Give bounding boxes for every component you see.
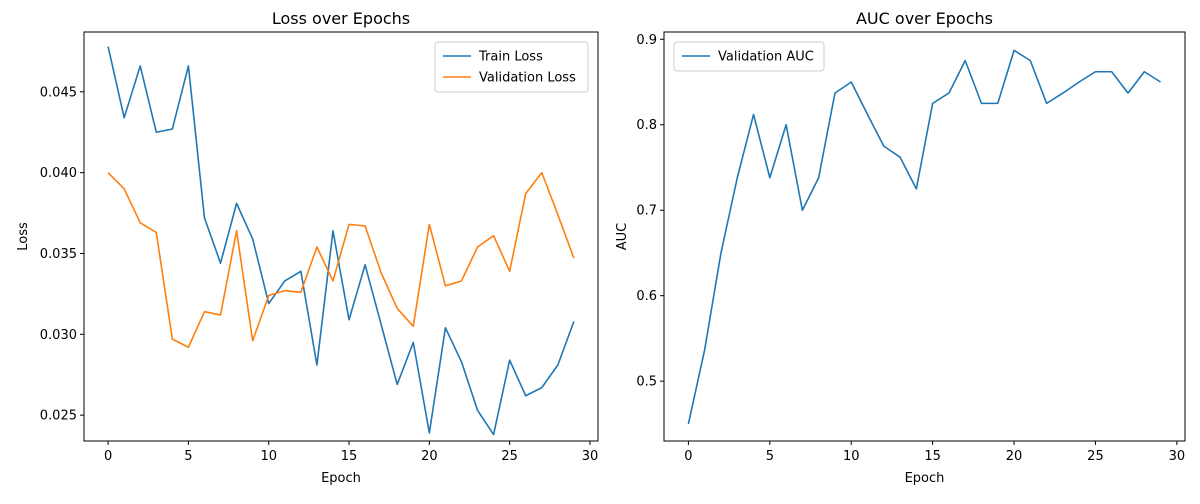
x-tick-label: 0	[684, 449, 692, 464]
y-tick-label: 0.6	[636, 289, 657, 304]
legend-label-2: Validation Loss	[479, 71, 576, 86]
x-axis-label: Epoch	[321, 471, 361, 486]
x-axis-label: Epoch	[905, 471, 945, 486]
legend: Validation AUC	[673, 41, 825, 72]
plot-frame	[663, 31, 1186, 442]
x-tick-label: 30	[582, 449, 599, 464]
y-tick-label: 0.030	[40, 328, 77, 343]
x-tick-label: 15	[341, 449, 358, 464]
y-axis-label: Loss	[16, 222, 31, 251]
x-tick-label: 30	[1169, 449, 1186, 464]
chart-1: Loss over Epochs 0 5 10 15 20 25 30 0.025 0.030 0.…	[16, 9, 599, 486]
x-tick-label: 25	[501, 449, 518, 464]
x-tick-label: 25	[1087, 449, 1104, 464]
y-tick-label: 0.035	[40, 247, 77, 262]
y-tick-label: 0.040	[40, 166, 77, 181]
legend-label-1: Train Loss	[478, 50, 543, 65]
x-tick-label: 20	[1006, 449, 1023, 464]
legend-box	[673, 41, 825, 72]
plot-frame	[83, 31, 599, 442]
y-tick-label: 0.8	[636, 118, 657, 133]
series-line-1	[687, 49, 1162, 425]
y-tick-label: 0.7	[636, 204, 657, 219]
x-tick-label: 10	[260, 449, 277, 464]
y-axis-label: AUC	[615, 223, 630, 251]
series-line-2	[107, 171, 575, 349]
y-tick-label: 0.045	[40, 85, 77, 100]
legend-box	[434, 41, 589, 93]
x-tick-label: 20	[421, 449, 438, 464]
x-tick-label: 5	[766, 449, 774, 464]
y-tick-label: 0.9	[636, 33, 657, 48]
x-tick-label: 5	[184, 449, 192, 464]
x-tick-label: 10	[843, 449, 860, 464]
chart-2: AUC over Epochs 0 5 10 15 20 25 30 0.5 0.6 0.7 0.8 0…	[615, 9, 1186, 486]
x-tick-label: 0	[104, 449, 112, 464]
y-tick-label: 0.5	[636, 375, 657, 390]
chart-title: AUC over Epochs	[856, 9, 993, 28]
legend: Train Loss Validation Loss	[434, 41, 589, 93]
legend-label-1: Validation AUC	[718, 50, 814, 65]
x-tick-label: 15	[924, 449, 941, 464]
chart-title: Loss over Epochs	[272, 9, 410, 28]
y-tick-label: 0.025	[40, 409, 77, 424]
series-line-1	[107, 46, 575, 436]
